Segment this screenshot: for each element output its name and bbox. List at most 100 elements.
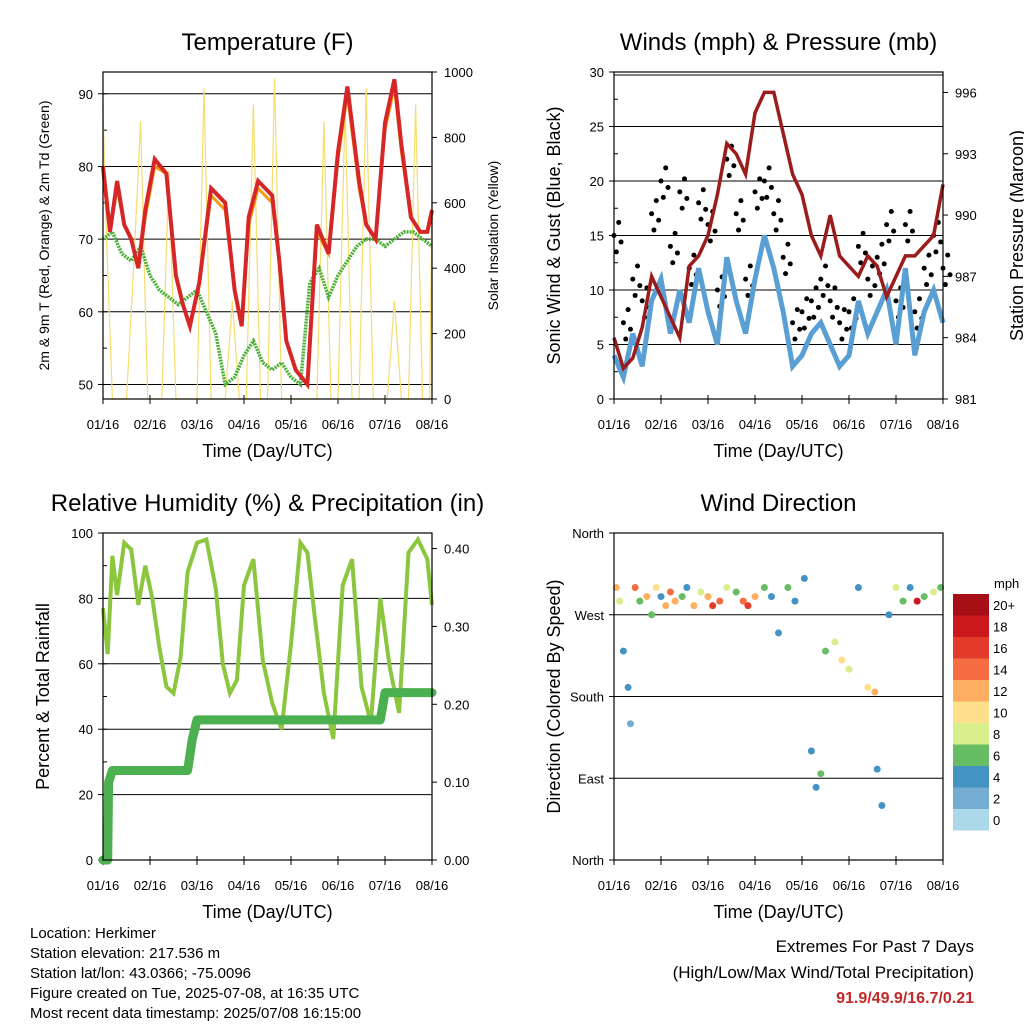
direction-point (709, 602, 717, 610)
gust-point (832, 285, 838, 291)
humidity-line (101, 535, 434, 740)
extremes-subtitle: (High/Low/Max Wind/Total Precipitation) (672, 963, 974, 982)
y2-tick-label: 996 (955, 85, 977, 100)
panel-humidity: Relative Humidity (%) & Precipitation (i… (33, 490, 484, 922)
legend-label: 8 (993, 727, 1000, 742)
gust-point (813, 285, 819, 291)
gust-point (740, 217, 746, 223)
gust-point (830, 314, 836, 320)
pressure-line (612, 90, 945, 372)
gust-point (846, 309, 852, 315)
gust-point (684, 195, 690, 201)
gust-point (801, 325, 807, 331)
direction-point (723, 584, 731, 591)
direction-point (822, 647, 829, 655)
gust-point (689, 282, 695, 288)
y2-tick-label: 800 (444, 130, 466, 145)
x-tick-label: 07/16 (880, 417, 913, 432)
gust-point (726, 173, 732, 179)
gust-point (776, 198, 781, 204)
y2-tick-label: 400 (444, 261, 466, 276)
gust-point (808, 298, 814, 304)
gust-point (771, 211, 777, 217)
gust-point (881, 261, 887, 267)
plot-frame (613, 71, 944, 400)
gust-point (785, 241, 791, 247)
direction-point (626, 720, 634, 728)
y2-tick-label: 200 (444, 327, 466, 342)
y-tick-label: North (572, 526, 604, 541)
x-tick-label: 05/16 (275, 417, 308, 432)
gust-point (855, 243, 861, 249)
panel-wind_direction: Wind Direction North West South East North 01/… (544, 490, 1019, 922)
gust-point (698, 216, 704, 222)
y2-tick-label: 600 (444, 196, 466, 211)
gust-point (921, 265, 927, 271)
gust-point (682, 176, 687, 182)
y-tick-label: 60 (79, 657, 93, 672)
gust-point (660, 194, 666, 200)
direction-point (671, 597, 679, 605)
y-tick-label: 80 (79, 159, 93, 174)
direction-point (690, 602, 698, 610)
gust-point (616, 219, 622, 225)
x-tick-label: 03/16 (692, 878, 725, 893)
x-axis-label: Time (Day/UTC) (713, 902, 843, 922)
direction-point (838, 656, 846, 664)
y2-tick-label: 987 (955, 269, 977, 284)
y-tick-label: West (575, 608, 605, 623)
direction-point (906, 584, 914, 591)
station-info: Location: Herkimer Station elevation: 21… (30, 924, 361, 1024)
x-tick-label: 02/16 (645, 878, 678, 893)
legend-label: 10 (993, 706, 1007, 721)
gust-point (945, 252, 951, 258)
gust-point (703, 206, 709, 212)
x-tick-label: 01/16 (87, 417, 120, 432)
gust-point (792, 336, 798, 342)
y-tick-label: 20 (590, 174, 604, 189)
gust-point (902, 222, 908, 228)
gust-point (787, 261, 793, 267)
direction-point (648, 611, 656, 619)
gust-point (778, 217, 784, 223)
direction-point (892, 584, 900, 591)
direction-point (744, 602, 752, 610)
chart-title-temperature: Temperature (F) (181, 29, 353, 56)
created-text: Figure created on Tue, 2025-07-08, at 16… (30, 985, 360, 1002)
y2-tick-label: 993 (955, 147, 977, 162)
y-tick-label: 15 (590, 229, 604, 244)
direction-point (657, 593, 665, 601)
gust-point (837, 320, 843, 326)
gust-point (665, 185, 671, 191)
direction-point (878, 802, 886, 809)
gust-point (757, 176, 763, 182)
latlon-text: Station lat/lon: 43.0366; -75.0096 (30, 965, 252, 982)
gust-point (912, 309, 918, 315)
direction-point (652, 584, 660, 591)
gust-point (872, 283, 878, 289)
gust-point (667, 243, 673, 249)
direction-point (624, 683, 632, 691)
direction-point (845, 665, 853, 673)
gust-point (933, 249, 939, 255)
y-axis-label: Direction (Colored By Speed) (544, 579, 564, 813)
y2-tick-label: 0 (444, 392, 451, 407)
y2-tick-label: 0.10 (444, 775, 469, 790)
gust-point (806, 315, 812, 321)
gust-point (674, 250, 680, 256)
panel-winds: Winds (mph) & Pressure (mb) 0 5 10 15 20 25 30 9… (544, 29, 1024, 461)
legend-label: 16 (993, 641, 1007, 656)
y-tick-label: 5 (597, 338, 604, 353)
direction-point (864, 683, 872, 691)
gust-point (851, 296, 857, 302)
speed-legend: mph 20+ 18 16 14 12 10 8 6 4 2 0 (953, 576, 1019, 831)
legend-label: 2 (993, 792, 1000, 807)
gust-point (764, 194, 770, 200)
gust-point (618, 239, 624, 245)
gust-point (909, 228, 915, 234)
direction-point (704, 593, 712, 601)
gust-point (773, 227, 779, 233)
direction-point (666, 588, 674, 596)
gust-point (827, 298, 833, 304)
